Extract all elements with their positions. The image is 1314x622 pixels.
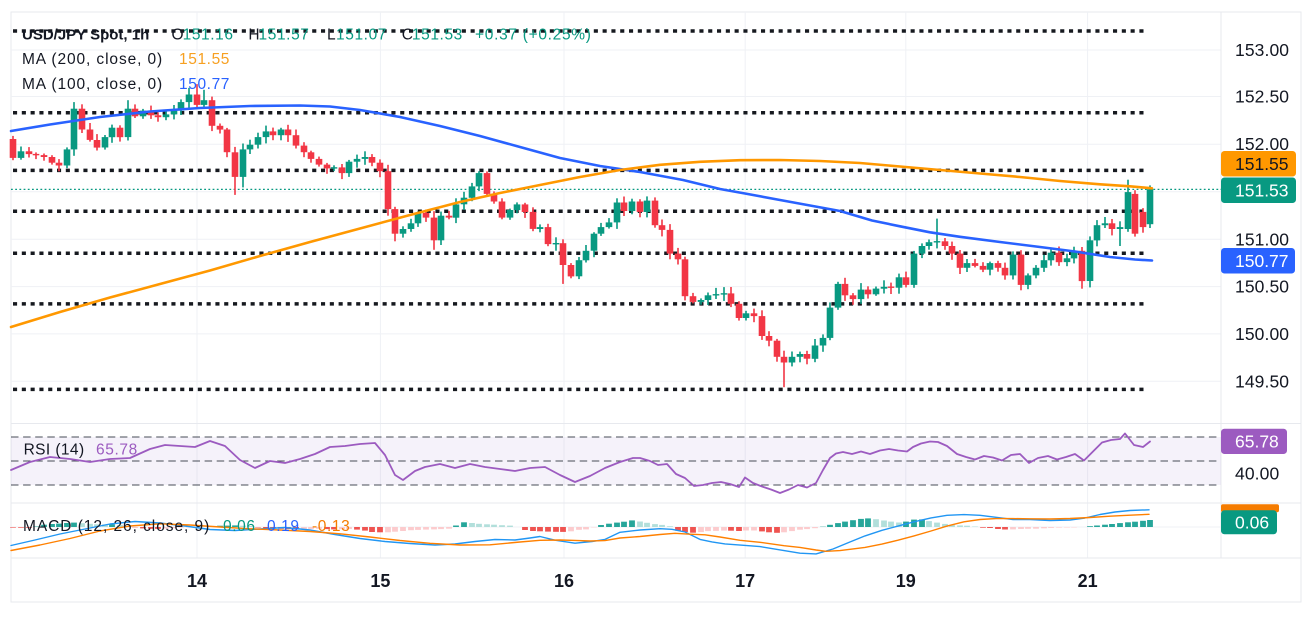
svg-text:0.06: 0.06 — [1235, 512, 1269, 532]
svg-text:149.50: 149.50 — [1235, 371, 1289, 391]
svg-text:152.50: 152.50 — [1235, 87, 1289, 107]
svg-text:-0.13: -0.13 — [312, 518, 350, 535]
svg-text:RSI (14): RSI (14) — [24, 442, 85, 459]
svg-text:65.78: 65.78 — [1235, 431, 1279, 451]
svg-text:MA (200, close, 0): MA (200, close, 0) — [22, 51, 163, 68]
svg-text:151.07: 151.07 — [336, 27, 387, 44]
svg-text:MACD (12, 26, close, 9): MACD (12, 26, close, 9) — [23, 518, 210, 535]
svg-text:151.53: 151.53 — [1235, 180, 1289, 200]
svg-text:151.53: 151.53 — [412, 27, 463, 44]
svg-text:+0.37 (+0.25%): +0.37 (+0.25%) — [475, 27, 592, 44]
svg-text:0.06: 0.06 — [223, 518, 256, 535]
svg-text:151.00: 151.00 — [1235, 229, 1289, 249]
svg-text:150.00: 150.00 — [1235, 324, 1289, 344]
svg-text:L: L — [327, 27, 336, 44]
svg-text:151.55: 151.55 — [179, 51, 230, 68]
svg-text:150.77: 150.77 — [179, 76, 230, 93]
svg-text:151.55: 151.55 — [1235, 154, 1289, 174]
svg-text:15: 15 — [370, 571, 390, 591]
svg-text:19: 19 — [896, 571, 916, 591]
svg-text:16: 16 — [554, 571, 574, 591]
svg-text:14: 14 — [187, 571, 207, 591]
svg-text:151.16: 151.16 — [183, 27, 234, 44]
svg-text:150.77: 150.77 — [1235, 251, 1289, 271]
svg-text:151.57: 151.57 — [259, 27, 310, 44]
svg-text:153.00: 153.00 — [1235, 40, 1289, 60]
svg-text:0.19: 0.19 — [267, 518, 300, 535]
svg-text:USD/JPY Spot, 1h: USD/JPY Spot, 1h — [22, 27, 149, 44]
svg-text:17: 17 — [735, 571, 755, 591]
svg-text:150.50: 150.50 — [1235, 276, 1289, 296]
svg-text:MA (100, close, 0): MA (100, close, 0) — [22, 76, 163, 93]
svg-text:21: 21 — [1078, 571, 1098, 591]
svg-text:40.00: 40.00 — [1235, 464, 1279, 484]
svg-text:65.78: 65.78 — [96, 442, 138, 459]
